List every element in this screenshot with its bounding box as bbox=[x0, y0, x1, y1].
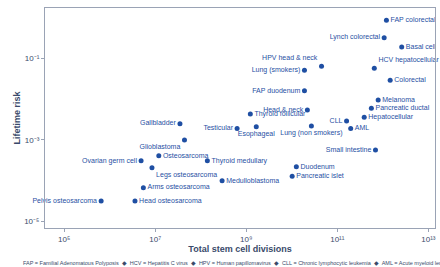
svg-text:AML: AML bbox=[355, 124, 370, 131]
svg-text:HCV hepatocellular: HCV hepatocellular bbox=[378, 56, 439, 64]
svg-text:10⁻⁵: 10⁻⁵ bbox=[24, 217, 39, 226]
svg-text:10¹¹: 10¹¹ bbox=[330, 235, 345, 244]
svg-text:Gallbladder: Gallbladder bbox=[140, 119, 176, 126]
svg-text:Arms osteosarcoma: Arms osteosarcoma bbox=[147, 183, 209, 190]
svg-text:10⁷: 10⁷ bbox=[149, 235, 161, 244]
svg-text:CLL: CLL bbox=[330, 117, 343, 124]
svg-text:10⁵: 10⁵ bbox=[58, 235, 70, 244]
svg-text:Esophageal: Esophageal bbox=[238, 130, 275, 138]
svg-text:Lung (smokers): Lung (smokers) bbox=[252, 66, 301, 74]
svg-text:Total stem cell divisions: Total stem cell divisions bbox=[188, 244, 291, 254]
svg-text:10¹³: 10¹³ bbox=[421, 235, 436, 244]
svg-text:Pelvis osteosarcoma: Pelvis osteosarcoma bbox=[32, 197, 97, 204]
svg-text:Osteosarcoma: Osteosarcoma bbox=[163, 152, 209, 159]
svg-text:Lung (non smokers): Lung (non smokers) bbox=[280, 129, 342, 137]
svg-text:Small intestine: Small intestine bbox=[326, 146, 372, 153]
svg-text:Head & neck: Head & neck bbox=[263, 106, 304, 113]
svg-text:Glioblastoma: Glioblastoma bbox=[139, 143, 180, 150]
svg-text:FAP colorectal: FAP colorectal bbox=[391, 16, 436, 23]
svg-text:Testicular: Testicular bbox=[203, 124, 233, 131]
svg-text:Basal cell: Basal cell bbox=[406, 43, 436, 50]
svg-text:FAP = Familial Adenomatous Pol: FAP = Familial Adenomatous Polyposis ◆ H… bbox=[23, 260, 440, 266]
svg-text:Lifetime risk: Lifetime risk bbox=[12, 91, 22, 145]
svg-text:Lynch colorectal: Lynch colorectal bbox=[330, 33, 381, 41]
svg-text:Duodenum: Duodenum bbox=[300, 163, 334, 170]
svg-text:Pancreatic islet: Pancreatic islet bbox=[296, 172, 344, 179]
svg-text:FAP duodenum: FAP duodenum bbox=[252, 87, 300, 94]
svg-text:10⁹: 10⁹ bbox=[240, 235, 252, 244]
svg-text:Ovarian germ cell: Ovarian germ cell bbox=[82, 157, 137, 165]
svg-text:Pancreatic ductal: Pancreatic ductal bbox=[375, 104, 429, 111]
svg-text:HPV head & neck: HPV head & neck bbox=[262, 54, 318, 61]
svg-text:Colorectal: Colorectal bbox=[394, 76, 426, 83]
svg-text:Legs osteosarcoma: Legs osteosarcoma bbox=[156, 171, 217, 179]
svg-text:10⁻¹: 10⁻¹ bbox=[25, 54, 40, 63]
svg-text:Melanoma: Melanoma bbox=[382, 96, 415, 103]
svg-text:Hepatocellular: Hepatocellular bbox=[368, 113, 413, 121]
svg-text:Thyroid medullary: Thyroid medullary bbox=[211, 157, 267, 165]
svg-text:Head osteosarcoma: Head osteosarcoma bbox=[139, 197, 202, 204]
svg-text:Medulloblastoma: Medulloblastoma bbox=[226, 177, 279, 184]
svg-text:10⁻³: 10⁻³ bbox=[25, 136, 40, 145]
svg-text:Thyroid follicular: Thyroid follicular bbox=[254, 110, 306, 118]
